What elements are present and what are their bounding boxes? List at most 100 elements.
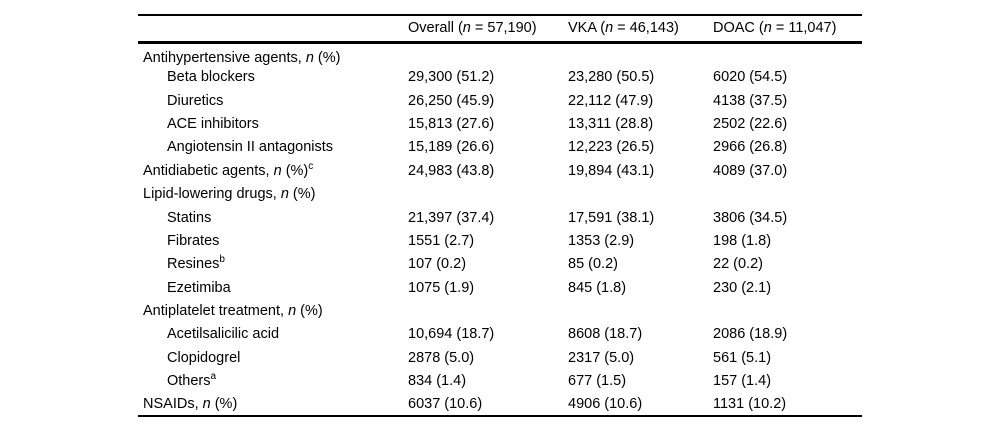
cell-overall [408, 42, 568, 66]
cell-vka: 1353 (2.9) [568, 232, 635, 249]
cell-doac [713, 182, 862, 205]
cell-overall: 6037 (10.6) [408, 396, 483, 413]
cell-doac: 22 (0.2) [713, 256, 763, 273]
table-body: Antihypertensive agents, n (%) Beta block… [138, 42, 862, 416]
cell-doac: 4138 (37.5) [713, 92, 788, 109]
row-label-sub: Statins [167, 209, 212, 226]
row-label-column-header [138, 15, 408, 42]
cell-vka: 17,591 (38.1) [568, 209, 655, 226]
column-header-overall: Overall (n = 57,190) [408, 20, 537, 37]
row-label-sub: Fibrates [167, 232, 220, 249]
table-row: Statins 21,397 (37.4) 17,591 (38.1) 3806 (3… [138, 206, 862, 229]
row-label-sub: Diuretics [167, 92, 224, 109]
cell-overall: 26,250 (45.9) [408, 92, 495, 109]
table-row: Lipid-lowering drugs, n (%) [138, 182, 862, 205]
cell-vka: 85 (0.2) [568, 256, 618, 273]
cell-vka: 2317 (5.0) [568, 349, 635, 366]
italic-n: n [280, 186, 289, 203]
cell-doac: 198 (1.8) [713, 232, 772, 249]
cell-vka: 12,223 (26.5) [568, 139, 655, 156]
cell-doac: 2086 (18.9) [713, 326, 788, 343]
table-row: ACE inhibitors 15,813 (27.6) 13,311 (28.8)… [138, 112, 862, 135]
row-label-sub: Resinesb [167, 254, 225, 273]
table-row: Acetilsalicilic acid 10,694 (18.7) 8608 (1… [138, 323, 862, 346]
table-row: NSAIDs, n (%) 6037 (10.6) 4906 (10.6) 1131 … [138, 393, 862, 416]
table-row: Diuretics 26,250 (45.9) 22,112 (47.9) 4138 … [138, 89, 862, 112]
cell-vka: 19,894 (43.1) [568, 162, 655, 179]
cell-doac: 157 (1.4) [713, 373, 772, 390]
cell-vka: 4906 (10.6) [568, 396, 643, 413]
cell-overall [408, 299, 568, 322]
cell-overall: 15,189 (26.6) [408, 139, 495, 156]
table-row: Beta blockers 29,300 (51.2) 23,280 (50.5) 6… [138, 66, 862, 89]
cell-vka: 845 (1.8) [568, 279, 627, 296]
table-row: Antiplatelet treatment, n (%) [138, 299, 862, 322]
cell-vka [568, 42, 713, 66]
italic-n: n [305, 49, 314, 66]
row-label-sub: ACE inhibitors [167, 115, 259, 132]
cell-doac: 2502 (22.6) [713, 115, 788, 132]
italic-n: n [605, 20, 614, 37]
footnote-marker: a [210, 371, 217, 383]
table-row: Clopidogrel 2878 (5.0) 2317 (5.0) 561 (5.1) [138, 346, 862, 369]
medication-table: Overall (n = 57,190) VKA (n = 46,143) DOAC… [138, 14, 862, 418]
cell-overall: 1551 (2.7) [408, 232, 475, 249]
row-label-group: Antiplatelet treatment, n (%) [143, 303, 323, 320]
column-header-doac: DOAC (n = 11,047) [713, 20, 837, 37]
cell-overall: 15,813 (27.6) [408, 115, 495, 132]
cell-vka: 13,311 (28.8) [568, 115, 654, 132]
cell-overall: 107 (0.2) [408, 256, 467, 273]
row-label-group: Antihypertensive agents, n (%) [143, 49, 341, 66]
italic-n: n [288, 303, 297, 320]
cell-doac: 4089 (37.0) [713, 162, 788, 179]
row-label-group: NSAIDs, n (%) [143, 396, 238, 413]
cell-doac: 561 (5.1) [713, 349, 772, 366]
cell-overall: 29,300 (51.2) [408, 69, 495, 86]
table-header: Overall (n = 57,190) VKA (n = 46,143) DOAC… [138, 15, 862, 42]
row-label-group: Antidiabetic agents, n (%)c [143, 160, 314, 179]
row-label-sub: Ezetimiba [167, 279, 231, 296]
cell-doac [713, 42, 862, 66]
table-row: Resinesb 107 (0.2) 85 (0.2) 22 (0.2) [138, 253, 862, 276]
table-row: Othersa 834 (1.4) 677 (1.5) 157 (1.4) [138, 370, 862, 393]
cell-vka [568, 182, 713, 205]
italic-n: n [462, 20, 471, 37]
row-label-sub: Angiotensin II antagonists [167, 139, 334, 156]
row-label-group: Lipid-lowering drugs, n (%) [143, 186, 316, 203]
italic-n: n [763, 20, 772, 37]
row-label-sub: Acetilsalicilic acid [167, 326, 280, 343]
header-row: Overall (n = 57,190) VKA (n = 46,143) DOAC… [138, 15, 862, 42]
footnote-marker: c [308, 160, 314, 172]
cell-overall: 834 (1.4) [408, 373, 467, 390]
table-row: Angiotensin II antagonists 15,189 (26.6) 1… [138, 136, 862, 159]
cell-vka: 23,280 (50.5) [568, 69, 655, 86]
cell-overall: 1075 (1.9) [408, 279, 475, 296]
cell-doac: 2966 (26.8) [713, 139, 788, 156]
column-header-vka: VKA (n = 46,143) [568, 20, 679, 37]
cell-overall: 2878 (5.0) [408, 349, 475, 366]
cell-overall: 10,694 (18.7) [408, 326, 495, 343]
cell-vka [568, 299, 713, 322]
cell-overall: 21,397 (37.4) [408, 209, 495, 226]
row-label-sub: Beta blockers [167, 69, 255, 86]
table-row: Antidiabetic agents, n (%)c 24,983 (43.8)… [138, 159, 862, 182]
cell-doac: 3806 (34.5) [713, 209, 788, 226]
table-row: Antihypertensive agents, n (%) [138, 42, 862, 66]
cell-doac [713, 299, 862, 322]
cell-vka: 8608 (18.7) [568, 326, 643, 343]
cell-doac: 230 (2.1) [713, 279, 772, 296]
cell-overall: 24,983 (43.8) [408, 162, 495, 179]
footnote-marker: b [219, 254, 225, 266]
table-row: Ezetimiba 1075 (1.9) 845 (1.8) 230 (2.1) [138, 276, 862, 299]
row-label-sub: Clopidogrel [167, 349, 241, 366]
italic-n: n [202, 396, 211, 413]
cell-vka: 22,112 (47.9) [568, 92, 654, 109]
cell-vka: 677 (1.5) [568, 373, 627, 390]
cell-doac: 1131 (10.2) [713, 396, 787, 413]
table-row: Fibrates 1551 (2.7) 1353 (2.9) 198 (1.8) [138, 229, 862, 252]
italic-n: n [273, 162, 282, 179]
medication-table-container: Overall (n = 57,190) VKA (n = 46,143) DOAC… [138, 14, 862, 418]
cell-doac: 6020 (54.5) [713, 69, 788, 86]
cell-overall [408, 182, 568, 205]
